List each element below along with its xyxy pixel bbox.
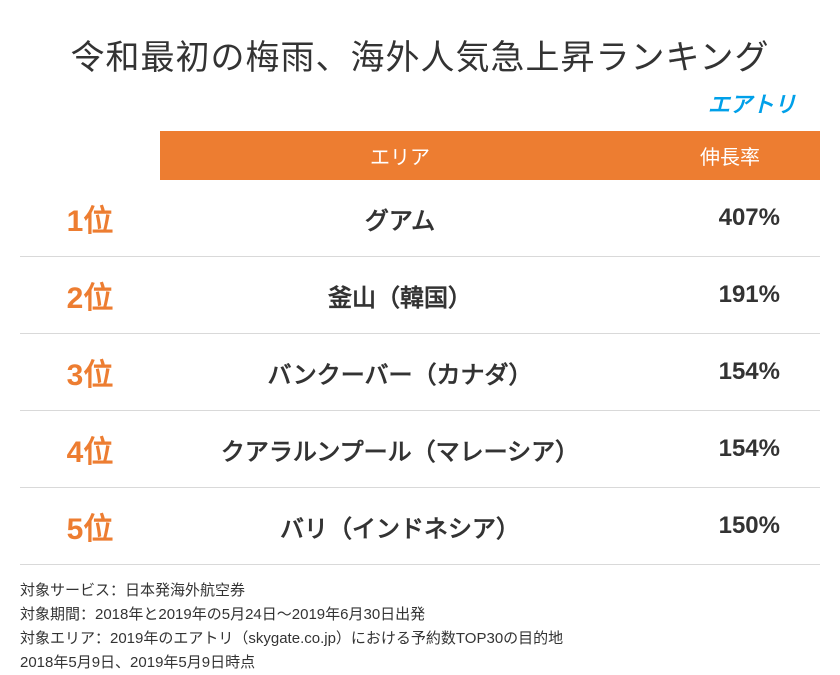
rank-cell: 1位 <box>20 180 160 257</box>
area-cell: グアム <box>160 180 640 257</box>
rate-cell: 150% <box>640 488 820 565</box>
header-rank <box>20 131 160 180</box>
area-cell: クアラルンプール（マレーシア） <box>160 411 640 488</box>
table-row: 4位 クアラルンプール（マレーシア） 154% <box>20 411 820 488</box>
rate-cell: 154% <box>640 334 820 411</box>
table-row: 3位 バンクーバー（カナダ） 154% <box>20 334 820 411</box>
header-rate: 伸長率 <box>640 131 820 180</box>
brand-label: エアトリ <box>20 87 820 119</box>
rate-cell: 191% <box>640 257 820 334</box>
rank-cell: 5位 <box>20 488 160 565</box>
page-title: 令和最初の梅雨、海外人気急上昇ランキング <box>20 30 820 79</box>
ranking-table: エリア 伸長率 1位 グアム 407% 2位 釜山（韓国） 191% 3位 バン… <box>20 131 820 565</box>
area-cell: 釜山（韓国） <box>160 257 640 334</box>
note-line: 2018年5月9日、2019年5月9日時点 <box>20 651 820 675</box>
rank-cell: 2位 <box>20 257 160 334</box>
area-cell: バリ（インドネシア） <box>160 488 640 565</box>
header-area: エリア <box>160 131 640 180</box>
note-line: 対象サービス：日本発海外航空券 <box>20 579 820 603</box>
table-row: 1位 グアム 407% <box>20 180 820 257</box>
rate-cell: 154% <box>640 411 820 488</box>
rank-cell: 4位 <box>20 411 160 488</box>
rate-cell: 407% <box>640 180 820 257</box>
note-line: 対象エリア：2019年のエアトリ（skygate.co.jp）における予約数TO… <box>20 627 820 651</box>
table-header-row: エリア 伸長率 <box>20 131 820 180</box>
note-line: 対象期間：2018年と2019年の5月24日～2019年6月30日出発 <box>20 603 820 627</box>
table-row: 2位 釜山（韓国） 191% <box>20 257 820 334</box>
area-cell: バンクーバー（カナダ） <box>160 334 640 411</box>
rank-cell: 3位 <box>20 334 160 411</box>
notes-block: 対象サービス：日本発海外航空券 対象期間：2018年と2019年の5月24日～2… <box>20 579 820 675</box>
table-row: 5位 バリ（インドネシア） 150% <box>20 488 820 565</box>
